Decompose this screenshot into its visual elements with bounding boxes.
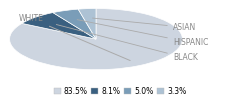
- Wedge shape: [53, 9, 96, 39]
- Text: HISPANIC: HISPANIC: [77, 20, 208, 47]
- Text: ASIAN: ASIAN: [92, 18, 196, 32]
- Wedge shape: [10, 8, 182, 70]
- Text: BLACK: BLACK: [56, 24, 198, 62]
- Wedge shape: [22, 13, 96, 39]
- Text: WHITE: WHITE: [19, 14, 130, 60]
- Legend: 83.5%, 8.1%, 5.0%, 3.3%: 83.5%, 8.1%, 5.0%, 3.3%: [54, 86, 186, 96]
- Wedge shape: [78, 8, 96, 39]
